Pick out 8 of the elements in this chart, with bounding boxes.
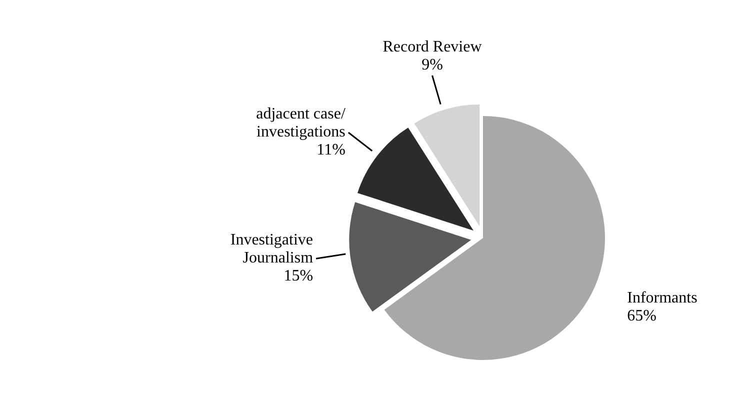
slice-label: adjacent case/ investigations <box>256 105 346 140</box>
data-label: 15% <box>284 268 314 285</box>
data-label: 65% <box>627 307 656 324</box>
data-label: 9% <box>422 56 443 74</box>
slice-label: Informants <box>627 289 698 306</box>
slice-label: Investigative Journalism <box>230 232 314 267</box>
data-label: 11% <box>316 141 346 158</box>
slice-label: Record Review <box>382 38 482 56</box>
